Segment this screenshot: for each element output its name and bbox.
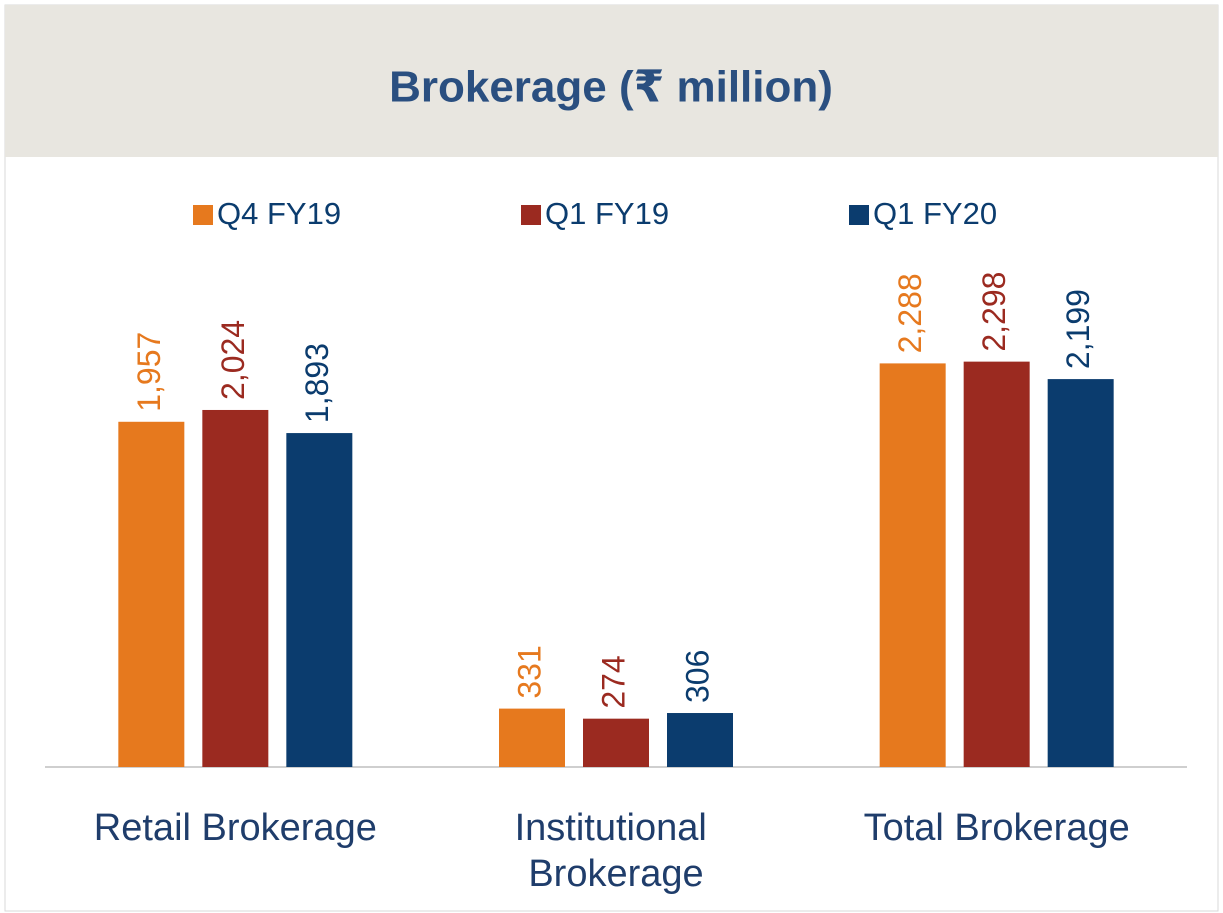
bar xyxy=(879,363,946,767)
legend-label: Q1 FY19 xyxy=(545,196,669,231)
chart-title: Brokerage (₹ million) xyxy=(389,63,833,112)
bar xyxy=(1047,379,1114,767)
data-label: 2,288 xyxy=(892,273,928,353)
x-tick-label: Total Brokerage xyxy=(864,807,1130,849)
data-label: 2,199 xyxy=(1060,289,1096,369)
x-tick-label: Retail Brokerage xyxy=(94,807,377,849)
bar xyxy=(963,361,1030,767)
x-tick-label: Institutional Brokerage xyxy=(515,807,718,895)
legend-swatch xyxy=(193,205,213,225)
data-label: 1,893 xyxy=(299,343,335,423)
data-label: 274 xyxy=(595,655,631,708)
data-label: 331 xyxy=(511,645,547,698)
legend-label: Q1 FY20 xyxy=(873,196,997,231)
data-label: 2,024 xyxy=(215,320,251,400)
bar xyxy=(202,409,269,767)
legend-label: Q4 FY19 xyxy=(217,196,341,231)
title-band xyxy=(5,5,1218,157)
bar xyxy=(286,433,353,767)
bar xyxy=(583,718,649,767)
data-label: 2,298 xyxy=(976,272,1012,352)
bar xyxy=(499,708,565,767)
data-label: 1,957 xyxy=(131,332,167,412)
data-label: 306 xyxy=(679,650,715,703)
bar xyxy=(667,713,733,767)
legend-swatch xyxy=(849,205,869,225)
bar xyxy=(118,421,185,767)
legend-swatch xyxy=(521,205,541,225)
